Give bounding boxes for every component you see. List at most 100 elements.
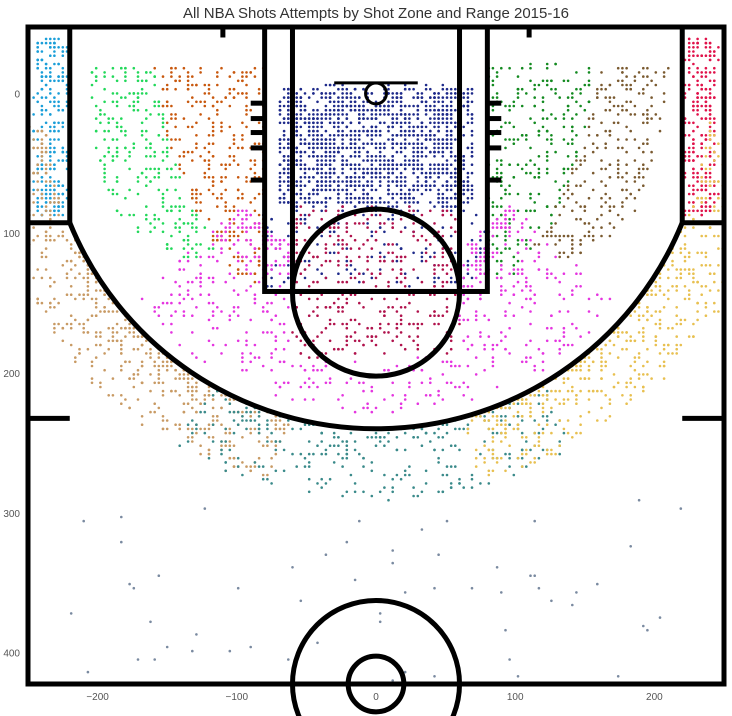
shot-point	[449, 209, 453, 213]
shot-point	[186, 423, 190, 427]
shot-point	[533, 293, 536, 297]
shot-point	[708, 104, 712, 108]
shot-point	[504, 230, 507, 234]
shot-point	[353, 205, 357, 208]
shot-point	[416, 163, 420, 166]
shot-point	[449, 364, 453, 368]
shot-point	[236, 92, 240, 95]
shot-point	[203, 402, 207, 406]
shot-point	[445, 381, 449, 385]
shot-point	[282, 431, 286, 435]
shot-point	[312, 87, 315, 91]
shot-point	[328, 230, 332, 234]
shot-point	[474, 243, 478, 246]
shot-point	[687, 54, 691, 57]
shot-point	[516, 238, 520, 242]
shot-point	[266, 427, 269, 431]
shot-point	[713, 79, 716, 83]
shot-point	[399, 343, 403, 347]
shot-point	[362, 213, 365, 217]
shot-point	[500, 125, 503, 129]
shot-point	[374, 444, 378, 448]
shot-point	[529, 339, 532, 343]
shot-point	[216, 238, 219, 242]
shot-point	[529, 247, 532, 250]
shot-point	[345, 452, 349, 456]
shot-point	[341, 167, 344, 171]
shot-point	[429, 377, 432, 380]
shot-point	[249, 272, 252, 276]
shot-point	[491, 96, 495, 99]
shot-point	[533, 176, 536, 179]
shot-point	[232, 87, 236, 91]
shot-point	[124, 79, 127, 83]
shot-point	[236, 465, 240, 468]
shot-point	[178, 163, 181, 166]
shot-point	[525, 238, 528, 242]
shot-point	[145, 184, 148, 187]
shot-point	[53, 331, 56, 334]
shot-point	[94, 335, 98, 338]
shot-point	[642, 184, 645, 187]
shot-point	[157, 406, 161, 410]
shot-point	[270, 356, 273, 359]
shot-point	[700, 167, 703, 171]
shot-point	[370, 163, 374, 166]
shot-point	[203, 100, 207, 104]
shot-point	[211, 134, 215, 137]
shot-point	[295, 100, 299, 104]
shot-point	[316, 180, 319, 183]
shot-point	[374, 117, 378, 120]
shot-point	[232, 96, 236, 99]
shot-point	[491, 83, 495, 87]
shot-point	[387, 108, 390, 112]
shot-point	[253, 343, 257, 347]
shot-point	[182, 238, 186, 242]
shot-point	[236, 79, 240, 83]
shot-point	[516, 272, 520, 276]
shot-point	[399, 331, 403, 334]
shot-point	[575, 113, 578, 116]
shot-point	[550, 138, 553, 141]
shot-point	[554, 423, 557, 427]
shot-point	[470, 155, 474, 158]
shot-point	[454, 108, 457, 112]
shot-point	[65, 322, 69, 326]
shot-point	[253, 427, 257, 431]
shot-point	[316, 155, 319, 158]
shot-point	[403, 226, 407, 229]
shot-point	[165, 83, 169, 87]
shot-point	[94, 297, 98, 301]
shot-point	[429, 108, 432, 112]
shot-point	[224, 176, 227, 179]
shot-point	[433, 448, 436, 452]
shot-point	[525, 356, 528, 359]
shot-point	[57, 138, 60, 141]
shot-point	[120, 343, 123, 347]
shot-point	[558, 293, 561, 297]
shot-point	[516, 138, 520, 141]
shot-point	[182, 373, 186, 376]
shot-point	[587, 230, 591, 234]
shot-point	[449, 163, 453, 166]
shot-point	[391, 410, 395, 414]
shot-point	[174, 226, 177, 229]
shot-point	[441, 280, 445, 284]
shot-point	[312, 205, 315, 208]
shot-point	[708, 176, 712, 179]
shot-point	[345, 255, 349, 259]
shot-point	[416, 176, 420, 179]
shot-point	[550, 134, 553, 137]
shot-point	[157, 381, 161, 385]
shot-point	[399, 272, 403, 276]
shot-point	[136, 398, 140, 401]
shot-point	[328, 322, 332, 326]
shot-point	[429, 188, 432, 192]
shot-point	[337, 201, 340, 204]
shot-point	[370, 410, 374, 414]
shot-point	[470, 87, 474, 91]
shot-point	[266, 301, 269, 305]
shot-point	[424, 247, 428, 250]
shot-point	[195, 423, 198, 427]
shot-point	[320, 125, 324, 129]
